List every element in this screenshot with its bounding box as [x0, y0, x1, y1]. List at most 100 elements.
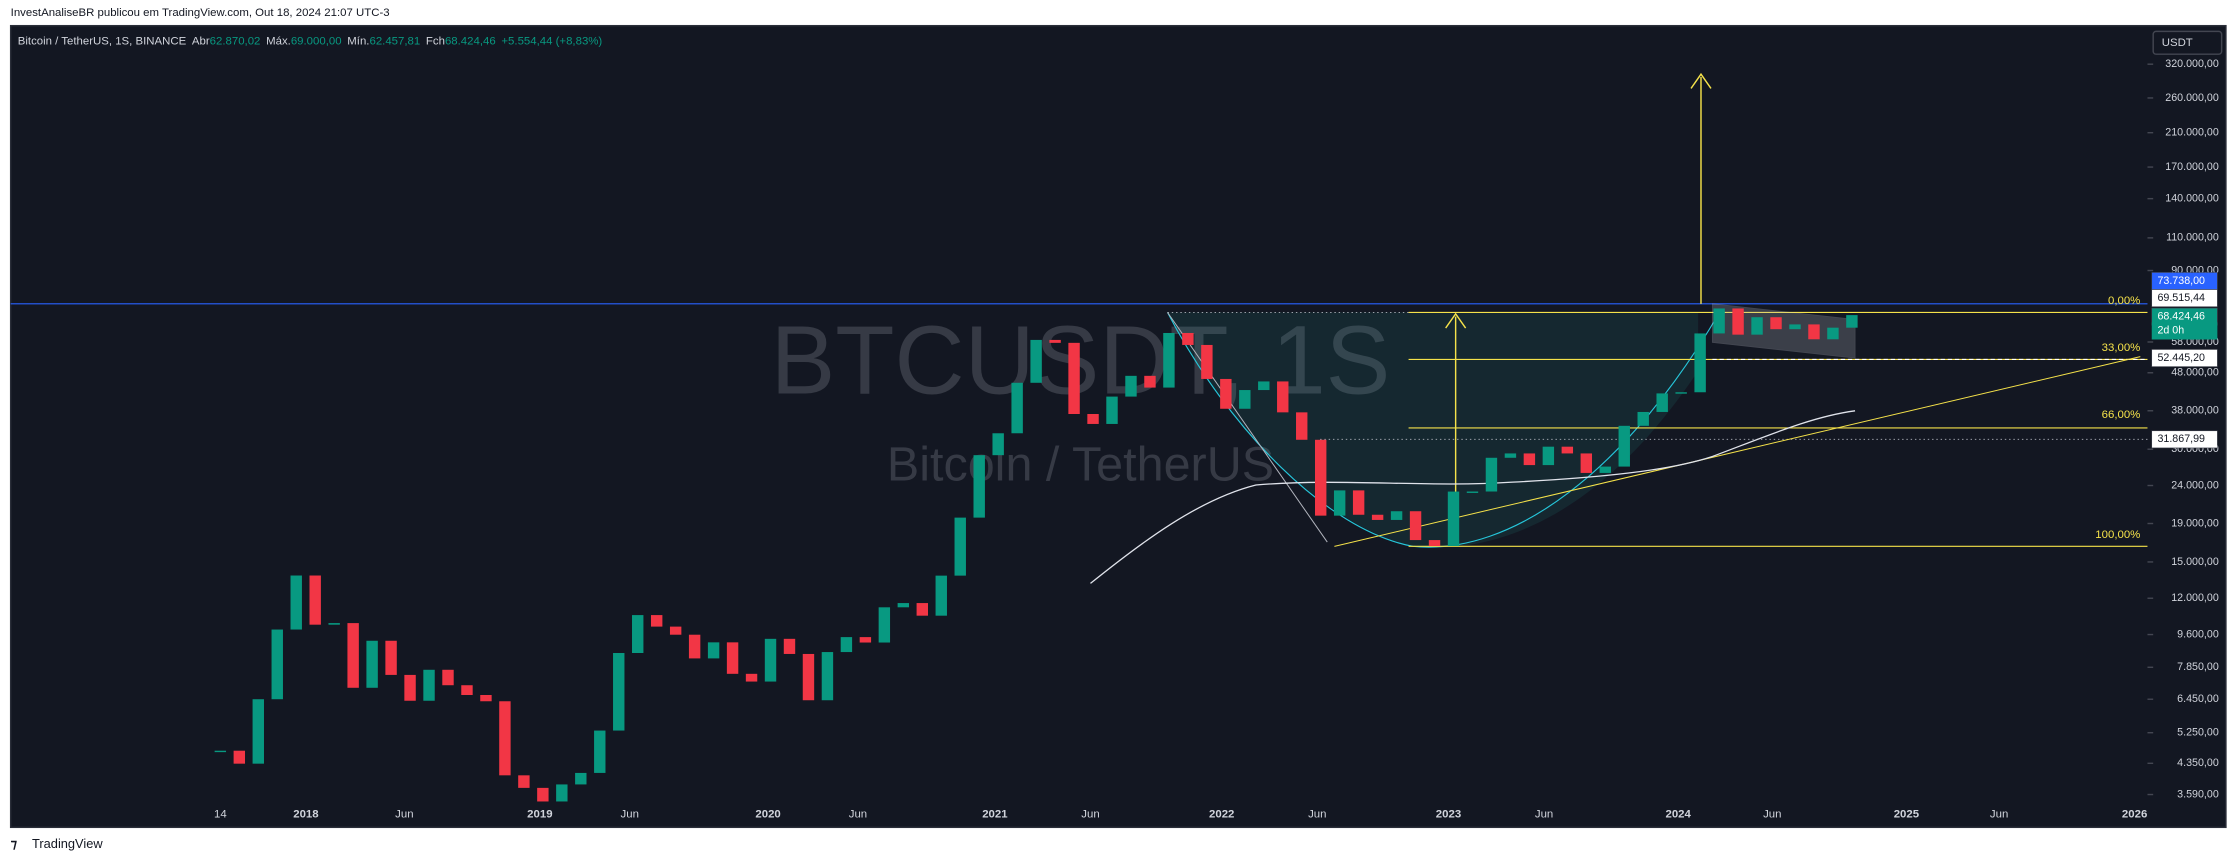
candle — [802, 653, 815, 701]
candle — [745, 673, 758, 682]
candle — [1485, 457, 1498, 492]
time-tick-label: 2026 — [2122, 809, 2147, 821]
candle — [1201, 344, 1213, 379]
candle — [214, 750, 227, 753]
candle — [859, 637, 872, 643]
currency-button[interactable] — [2152, 30, 2223, 55]
candle — [669, 626, 682, 635]
legend-value: 62.870,02 — [210, 35, 261, 47]
candle — [594, 730, 606, 773]
candle — [1030, 339, 1042, 383]
candle — [613, 653, 625, 731]
candle — [916, 603, 928, 616]
time-tick-label: Jun — [849, 809, 867, 821]
candle — [1808, 324, 1820, 340]
candle — [442, 669, 454, 686]
fib-label: 100,00% — [2095, 529, 2140, 541]
candle — [707, 642, 720, 659]
candle — [1220, 378, 1232, 409]
candle — [783, 638, 796, 654]
price-tick-label: 19.000,00 — [2171, 517, 2219, 529]
candle — [1637, 411, 1649, 426]
candle — [404, 674, 416, 701]
candle — [1599, 466, 1611, 473]
candle — [1296, 412, 1308, 440]
fib-label: 33,00% — [2102, 342, 2141, 354]
candle — [1523, 453, 1536, 466]
time-tick-label: Jun — [621, 809, 639, 821]
candle — [1846, 315, 1858, 328]
legend-value: 68.424,46 — [445, 35, 496, 47]
legend-symbol: Bitcoin / TetherUS, 1S, BINANCE — [18, 35, 187, 47]
price-tag-label: 52.445,20 — [2157, 352, 2205, 364]
candle — [1580, 453, 1593, 473]
candle — [1561, 446, 1574, 454]
candle — [347, 623, 359, 688]
candle — [1447, 491, 1460, 547]
candle — [1352, 490, 1365, 515]
time-tick-label: 2021 — [982, 809, 1008, 821]
candle — [1770, 317, 1782, 330]
price-tick-label: 320.000,00 — [2165, 58, 2219, 70]
legend-label: Abr — [192, 35, 210, 47]
candle — [1827, 327, 1839, 340]
price-tick-label: 38.000,00 — [2171, 405, 2219, 417]
flag-channel — [1711, 303, 1856, 359]
candle — [366, 640, 378, 688]
cup-fill — [1167, 312, 1699, 548]
trend-line — [1167, 312, 1328, 543]
chart-area — [9, 24, 2227, 829]
candle — [1106, 396, 1118, 424]
currency-button-label[interactable]: USDT — [2162, 37, 2193, 49]
price-tag — [2151, 289, 2218, 307]
candle — [1239, 390, 1251, 409]
candle — [1732, 308, 1744, 335]
candle — [1504, 453, 1517, 458]
time-tick-label: 2023 — [1436, 809, 1461, 821]
time-tick-label: 14 — [214, 809, 227, 821]
candle — [1751, 317, 1763, 335]
candle — [556, 784, 568, 802]
arrow-head — [1690, 72, 1712, 89]
candle — [480, 694, 492, 702]
candle — [1068, 342, 1080, 415]
price-tick-label: 5.250,00 — [2177, 727, 2219, 739]
candle — [1656, 393, 1668, 412]
candle — [1542, 446, 1555, 466]
candle — [461, 685, 473, 695]
candle — [935, 575, 947, 616]
candle — [1371, 514, 1384, 520]
candle — [897, 603, 910, 608]
arrow-head — [1445, 312, 1467, 329]
time-tick-label: Jun — [1308, 809, 1326, 821]
candle — [840, 637, 853, 653]
candle — [1675, 392, 1687, 394]
candle — [1390, 511, 1403, 520]
moving-average — [1090, 410, 1856, 584]
candle — [650, 615, 663, 627]
candle — [764, 638, 777, 682]
legend-change: +5.554,44 (+8,83%) — [501, 35, 602, 47]
candle — [1163, 332, 1175, 388]
time-tick-label: Jun — [1081, 809, 1099, 821]
price-tag-label: 69.515,44 — [2157, 292, 2205, 304]
price-tag-label: 73.738,00 — [2157, 275, 2205, 287]
price-tick-label: 48.000,00 — [2171, 367, 2219, 379]
candle — [1409, 511, 1422, 541]
legend-label: Mín. — [347, 35, 369, 47]
candle — [878, 607, 891, 643]
footer-logo: ⁊ — [11, 836, 18, 851]
candle — [252, 699, 264, 764]
candle — [632, 615, 644, 654]
candle — [537, 787, 549, 802]
candle — [1144, 375, 1156, 388]
drawings — [10, 72, 2148, 584]
time-tick-label: Jun — [1763, 809, 1781, 821]
legend-label: Máx. — [266, 35, 291, 47]
fib-labels: 0,00% 33,00% 66,00% 100,00% — [2095, 295, 2140, 541]
time-tick-label: 2020 — [755, 809, 780, 821]
candle — [290, 575, 302, 630]
price-tick-label: 4.350,00 — [2177, 757, 2219, 769]
